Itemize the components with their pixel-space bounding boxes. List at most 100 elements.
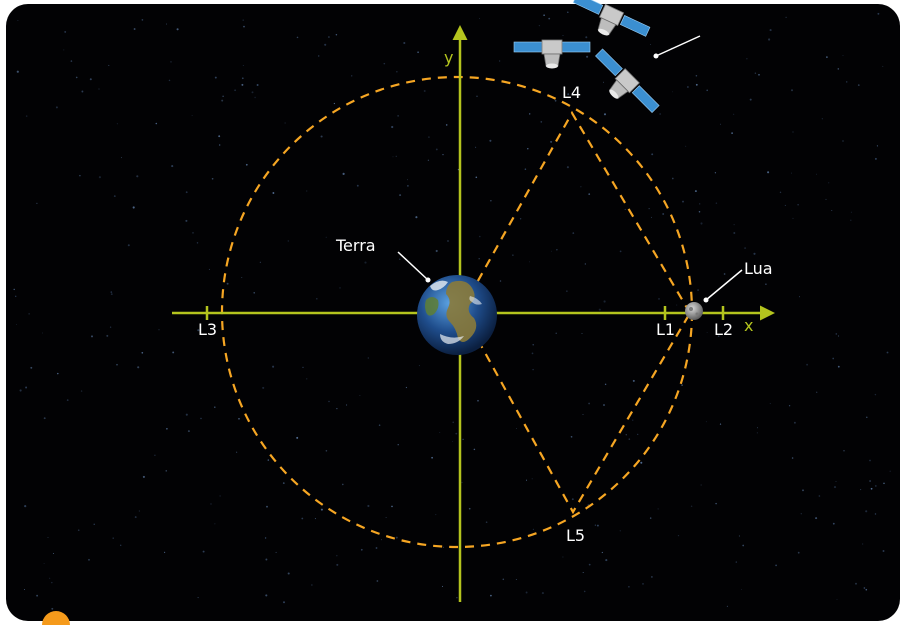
star	[81, 390, 82, 391]
star	[865, 589, 867, 591]
star	[697, 289, 699, 291]
star	[625, 209, 626, 210]
star	[551, 251, 552, 252]
star	[172, 351, 174, 353]
star	[837, 599, 838, 600]
star	[516, 428, 517, 429]
star	[328, 36, 330, 38]
star	[368, 357, 369, 358]
l5-label: L5	[566, 526, 585, 545]
x-axis-label: x	[744, 316, 753, 335]
star	[855, 583, 857, 585]
star	[260, 262, 261, 263]
star	[257, 84, 259, 86]
star	[727, 606, 728, 607]
star	[875, 158, 877, 160]
star	[550, 141, 552, 143]
star	[583, 414, 584, 415]
star	[543, 14, 545, 16]
star	[306, 191, 307, 192]
star	[192, 115, 193, 116]
star	[443, 547, 444, 548]
star	[136, 175, 138, 177]
star	[584, 591, 586, 593]
star	[597, 525, 599, 527]
star	[572, 232, 574, 234]
star	[16, 324, 17, 325]
star	[134, 28, 136, 30]
star	[91, 335, 93, 337]
star	[166, 470, 167, 471]
star	[746, 58, 747, 59]
star	[376, 547, 378, 549]
star	[265, 559, 267, 561]
star	[742, 545, 744, 547]
star	[436, 250, 438, 252]
star	[490, 595, 492, 597]
star	[802, 489, 804, 491]
star	[716, 202, 717, 203]
star	[203, 551, 205, 553]
star	[744, 247, 746, 249]
star	[602, 552, 603, 553]
star	[532, 478, 533, 479]
star	[111, 293, 113, 295]
star	[791, 173, 792, 174]
star	[186, 191, 188, 193]
star	[724, 273, 726, 275]
star	[116, 364, 118, 366]
star	[14, 289, 15, 290]
star	[850, 220, 851, 221]
star	[707, 332, 708, 333]
star	[758, 74, 760, 76]
star	[682, 201, 684, 203]
star	[842, 55, 843, 56]
star	[871, 488, 873, 490]
star	[243, 26, 245, 28]
star	[499, 60, 500, 61]
star	[456, 597, 457, 598]
star	[838, 68, 840, 70]
satellite-icon	[514, 40, 590, 69]
star	[110, 291, 112, 293]
star	[526, 592, 528, 594]
star	[701, 485, 702, 486]
star	[326, 450, 328, 452]
star	[477, 400, 479, 402]
star	[67, 399, 69, 401]
star	[864, 587, 866, 589]
star	[799, 296, 800, 297]
star	[567, 11, 569, 13]
star	[381, 539, 382, 540]
star	[285, 123, 286, 124]
star	[301, 518, 303, 520]
star	[212, 178, 214, 180]
star	[529, 113, 530, 114]
star	[36, 203, 37, 204]
star	[357, 185, 359, 187]
star	[328, 401, 329, 402]
star	[736, 561, 737, 562]
star	[887, 352, 889, 354]
star	[869, 460, 871, 462]
star	[169, 80, 171, 82]
star	[858, 84, 860, 86]
star	[120, 545, 121, 546]
star	[336, 564, 338, 566]
star	[540, 121, 542, 123]
star	[860, 489, 861, 490]
star	[585, 263, 586, 264]
star	[562, 556, 563, 557]
star	[699, 211, 701, 213]
star	[832, 358, 834, 360]
star	[582, 333, 583, 334]
star	[90, 78, 92, 80]
star	[192, 232, 194, 234]
star	[529, 261, 530, 262]
l4-triangle	[470, 113, 690, 313]
star	[846, 81, 848, 83]
star	[110, 327, 111, 328]
star	[57, 373, 58, 374]
star	[842, 140, 844, 142]
